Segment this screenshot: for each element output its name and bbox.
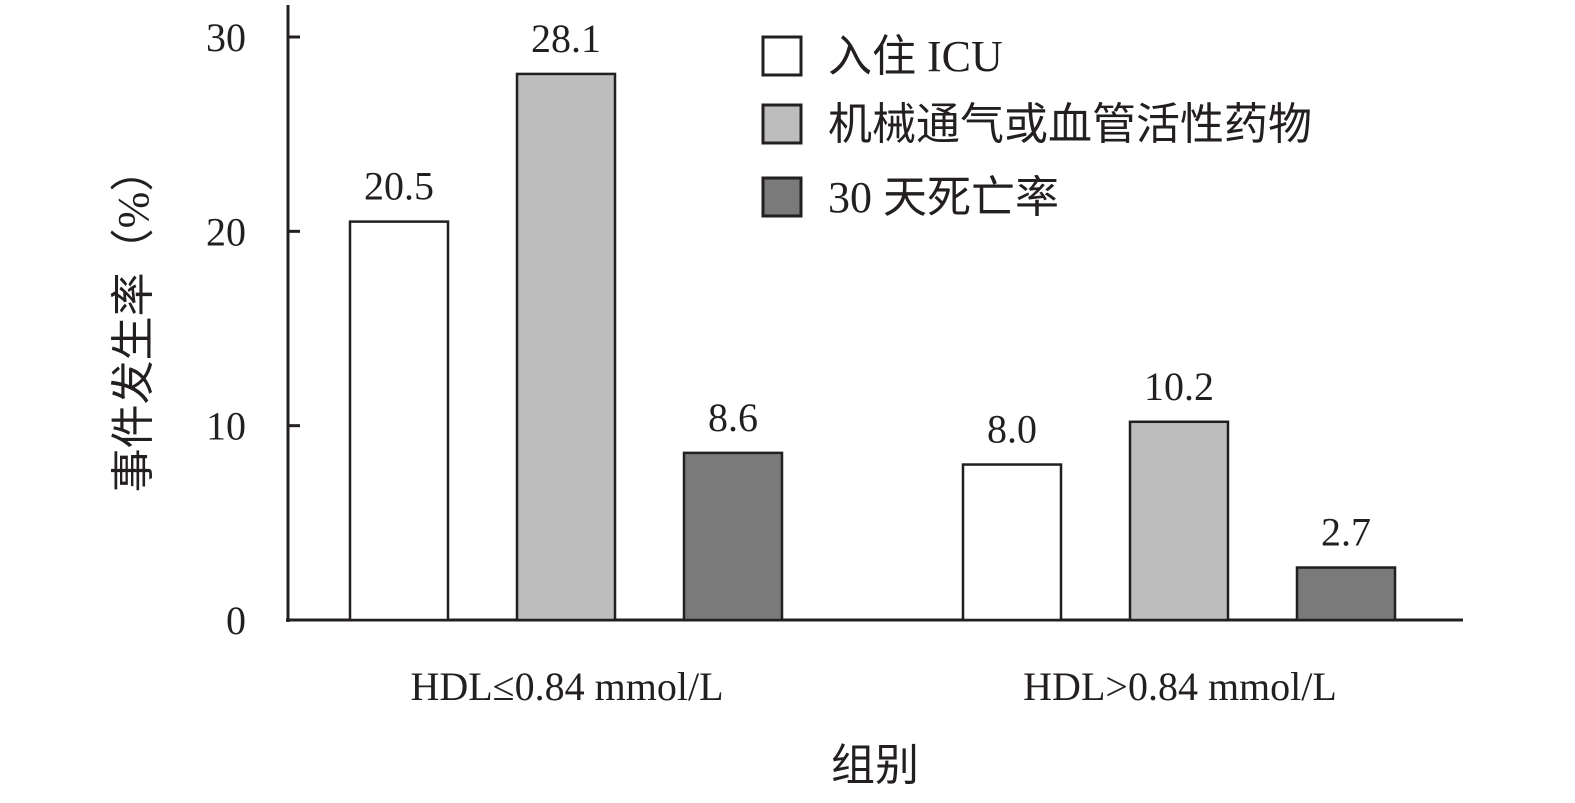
legend-label: 机械通气或血管活性药物 (828, 100, 1312, 149)
legend-swatch (761, 103, 803, 145)
data-label: 10.2 (1144, 364, 1214, 409)
x-tick-label: HDL≤0.84 mmol/L (410, 664, 723, 709)
data-label: 2.7 (1321, 510, 1371, 555)
data-label: 20.5 (364, 164, 434, 209)
legend-item: 机械通气或血管活性药物 (761, 100, 1312, 149)
axes: 0 10 20 30 HDL≤0.84 mmol/L HDL>0.84 mmol/L (206, 5, 1463, 709)
x-tick-label: HDL>0.84 mmol/L (1023, 664, 1337, 709)
legend-swatch (761, 35, 803, 77)
bar (348, 220, 450, 622)
legend: 入住 ICU 机械通气或血管活性药物 30 天死亡率 (761, 32, 1312, 222)
bars: 20.5 8.0 28.1 10.2 8.6 2.7 (348, 16, 1397, 622)
legend-label: 入住 ICU (828, 32, 1003, 81)
bar (682, 451, 784, 622)
x-axis-label: 组别 (831, 741, 919, 790)
y-tick-label: 20 (206, 209, 246, 254)
bar (1295, 566, 1397, 622)
data-label: 8.0 (987, 407, 1037, 452)
bar (961, 463, 1063, 622)
bar (1128, 420, 1230, 622)
legend-label: 30 天死亡率 (828, 173, 1059, 222)
legend-item: 入住 ICU (761, 32, 1003, 81)
legend-item: 30 天死亡率 (761, 173, 1059, 222)
y-axis-label: 事件发生率（%） (109, 148, 158, 493)
y-tick-label: 0 (226, 598, 246, 643)
y-tick-label: 30 (206, 15, 246, 60)
legend-swatch (761, 176, 803, 218)
data-label: 8.6 (708, 395, 758, 440)
bar (515, 72, 617, 622)
y-tick-label: 10 (206, 404, 246, 449)
data-label: 28.1 (531, 16, 601, 61)
